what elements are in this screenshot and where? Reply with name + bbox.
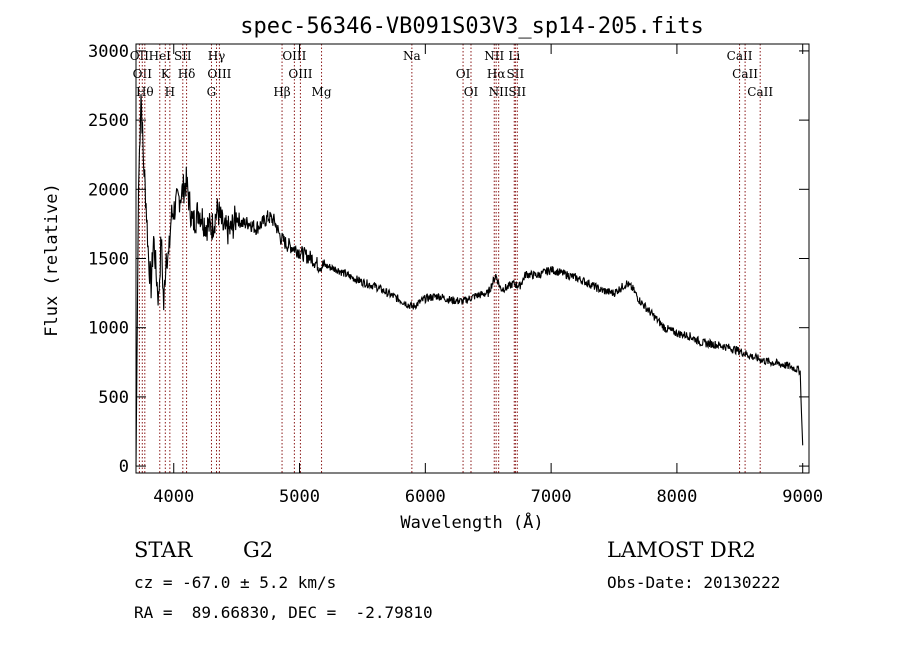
chart-title: spec-56346-VB091S03V3_sp14-205.fits — [240, 14, 704, 39]
x-axis-label: Wavelength (Å) — [400, 511, 543, 533]
x-tick-label: 9000 — [782, 487, 823, 507]
x-axis: 4000 5000 6000 7000 8000 9000 — [153, 44, 823, 507]
y-tick-label: 1000 — [88, 319, 129, 339]
x-tick-label: 4000 — [153, 487, 194, 507]
line-marker-label: Li — [508, 49, 520, 63]
line-marker-label: SII — [174, 49, 192, 63]
x-tick-label: 7000 — [531, 487, 572, 507]
line-marker-label: Hδ — [178, 67, 196, 81]
y-axis-label: Flux (relative) — [42, 183, 62, 337]
line-marker-label: NII — [484, 49, 504, 63]
line-marker-label: H — [165, 85, 175, 99]
line-marker-label: SII — [507, 67, 525, 81]
line-marker-label: K — [161, 67, 171, 81]
spectrum-line — [135, 94, 804, 467]
line-marker-label: CaII — [727, 49, 753, 63]
line-marker-label: OIII — [282, 49, 306, 63]
survey-name: LAMOST DR2 — [607, 538, 756, 562]
object-subclass: G2 — [243, 538, 274, 562]
line-marker-label: CaII — [747, 85, 773, 99]
line-marker-label: HeI — [149, 49, 172, 63]
plot-frame — [135, 43, 810, 474]
line-marker-label: OI — [464, 85, 479, 99]
x-tick-label: 8000 — [656, 487, 697, 507]
line-marker-label: CaII — [732, 67, 758, 81]
observation-date: Obs-Date: 20130222 — [607, 573, 781, 592]
coordinates-text: RA = 89.66830, DEC = -2.79810 — [134, 603, 433, 622]
line-marker-label: Hθ — [136, 85, 154, 99]
line-marker-label: OII — [133, 67, 153, 81]
redshift-text: cz = -67.0 ± 5.2 km/s — [134, 573, 337, 592]
object-class: STAR — [134, 538, 193, 562]
line-marker-label: Na — [403, 49, 421, 63]
y-tick-label: 2500 — [88, 111, 129, 131]
line-marker-label: OIII — [207, 67, 231, 81]
x-tick-label: 5000 — [279, 487, 320, 507]
y-tick-label: 3000 — [88, 42, 129, 62]
y-tick-label: 0 — [119, 457, 129, 477]
line-marker-label: Hβ — [273, 85, 290, 99]
line-marker-label: OIII — [288, 67, 312, 81]
line-marker-label: NII — [489, 85, 509, 99]
line-marker-label: SII — [508, 85, 526, 99]
line-marker-label: Hα — [487, 67, 506, 81]
y-tick-label: 2000 — [88, 180, 129, 200]
line-marker-label: Hγ — [208, 49, 226, 63]
line-marker-label: G — [207, 85, 217, 99]
line-marker-label: Mg — [312, 85, 332, 99]
line-markers: OIIOIIHθHeIKHSIIHδGHγOIIIHβOIIIOIIIMgNaO… — [130, 44, 773, 473]
y-tick-label: 500 — [98, 388, 129, 408]
y-tick-label: 1500 — [88, 250, 129, 270]
line-marker-label: OI — [456, 67, 471, 81]
x-tick-label: 6000 — [405, 487, 446, 507]
y-axis: 0 500 1000 1500 2000 2500 3000 — [88, 42, 809, 477]
